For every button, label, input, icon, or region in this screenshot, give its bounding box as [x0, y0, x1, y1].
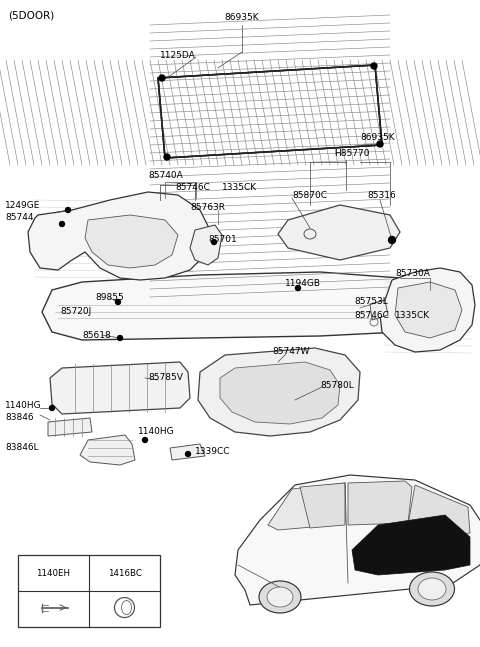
- Text: 85740A: 85740A: [148, 171, 183, 179]
- Ellipse shape: [409, 572, 455, 606]
- Polygon shape: [85, 215, 178, 268]
- Text: 85780L: 85780L: [320, 380, 354, 389]
- Text: 85618: 85618: [82, 331, 111, 340]
- Text: 85785V: 85785V: [148, 373, 183, 382]
- Circle shape: [49, 406, 55, 410]
- Polygon shape: [80, 435, 135, 465]
- Text: 85701: 85701: [208, 236, 237, 245]
- Text: 1416BC: 1416BC: [108, 569, 142, 578]
- Text: 83846L: 83846L: [5, 443, 38, 452]
- Polygon shape: [220, 362, 340, 424]
- Ellipse shape: [259, 581, 301, 613]
- Text: 1249GE: 1249GE: [5, 201, 40, 210]
- Text: 1140EH: 1140EH: [36, 569, 71, 578]
- Polygon shape: [300, 483, 345, 528]
- Text: 85747W: 85747W: [272, 347, 310, 356]
- Circle shape: [65, 208, 71, 212]
- Circle shape: [185, 452, 191, 457]
- Text: 85763R: 85763R: [190, 204, 225, 212]
- Polygon shape: [380, 268, 475, 352]
- Text: 85720J: 85720J: [60, 307, 91, 316]
- Polygon shape: [50, 362, 190, 414]
- Text: 85753L: 85753L: [354, 298, 388, 307]
- Circle shape: [143, 437, 147, 443]
- Circle shape: [159, 75, 165, 81]
- Text: 85870C: 85870C: [292, 192, 327, 201]
- Ellipse shape: [267, 587, 293, 607]
- Polygon shape: [48, 418, 92, 436]
- Text: 85746C: 85746C: [175, 184, 210, 193]
- Polygon shape: [408, 485, 470, 535]
- Text: 89855: 89855: [95, 294, 124, 303]
- Text: 1140HG: 1140HG: [138, 428, 175, 437]
- Polygon shape: [235, 475, 480, 605]
- Circle shape: [60, 221, 64, 226]
- Text: 1194GB: 1194GB: [285, 280, 321, 289]
- Text: 85730A: 85730A: [395, 270, 430, 278]
- Text: 1335CK: 1335CK: [395, 311, 430, 320]
- Polygon shape: [170, 444, 205, 460]
- Polygon shape: [198, 348, 360, 436]
- Text: (5DOOR): (5DOOR): [8, 10, 54, 20]
- Polygon shape: [370, 300, 388, 320]
- Circle shape: [296, 285, 300, 291]
- Text: H85770: H85770: [334, 149, 370, 157]
- Polygon shape: [348, 481, 412, 525]
- Circle shape: [371, 63, 377, 69]
- Polygon shape: [158, 65, 382, 158]
- Circle shape: [212, 239, 216, 245]
- Text: 85744: 85744: [5, 214, 34, 223]
- Polygon shape: [28, 192, 210, 280]
- Text: 1339CC: 1339CC: [195, 448, 230, 457]
- Polygon shape: [190, 225, 222, 265]
- Text: 1335CK: 1335CK: [222, 184, 257, 193]
- Circle shape: [388, 237, 396, 243]
- Text: 86935K: 86935K: [225, 14, 259, 23]
- Polygon shape: [278, 205, 400, 260]
- Circle shape: [118, 336, 122, 340]
- Circle shape: [116, 300, 120, 305]
- Text: 1140HG: 1140HG: [5, 400, 42, 410]
- Text: 83846: 83846: [5, 413, 34, 422]
- Polygon shape: [268, 483, 345, 530]
- Ellipse shape: [418, 578, 446, 600]
- Polygon shape: [395, 282, 462, 338]
- Polygon shape: [42, 272, 440, 340]
- Text: 85746C: 85746C: [354, 311, 389, 320]
- Text: 1125DA: 1125DA: [160, 50, 196, 60]
- Polygon shape: [352, 515, 470, 575]
- Bar: [18, 555, 160, 627]
- Text: 86935K: 86935K: [360, 133, 395, 142]
- Circle shape: [164, 154, 170, 160]
- Text: 85316: 85316: [367, 192, 396, 201]
- Circle shape: [377, 141, 383, 147]
